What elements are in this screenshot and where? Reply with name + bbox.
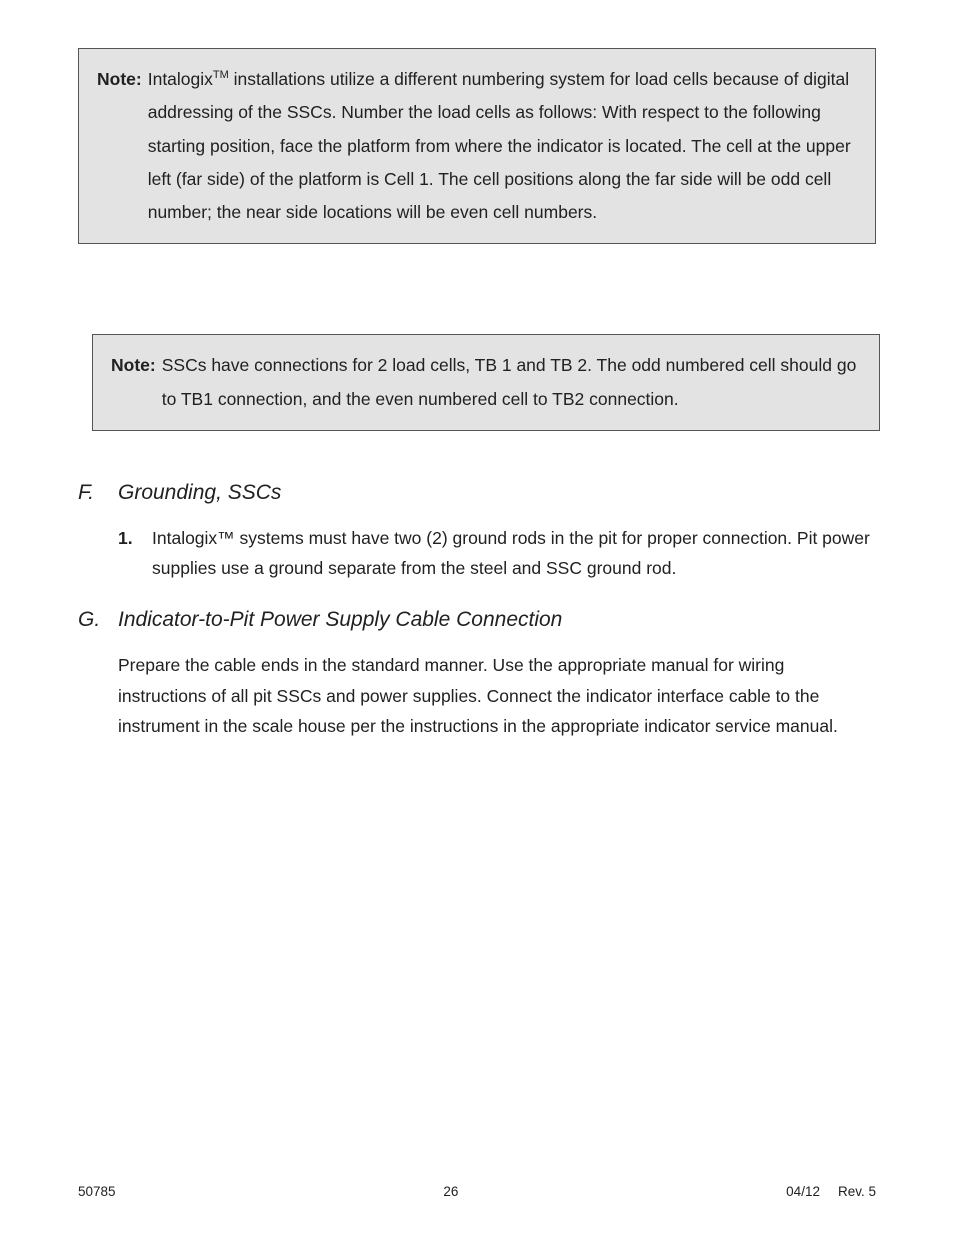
page: Note: IntalogixTM installations utilize … — [0, 0, 954, 1235]
section-heading: G. Indicator-to-Pit Power Supply Cable C… — [78, 608, 876, 632]
note-body: IntalogixTM installations utilize a diff… — [148, 63, 857, 229]
section-g: G. Indicator-to-Pit Power Supply Cable C… — [78, 608, 876, 742]
section-heading: F. Grounding, SSCs — [78, 481, 876, 505]
section-title: Grounding, SSCs — [118, 481, 281, 505]
note-row: Note: SSCs have connections for 2 load c… — [111, 349, 861, 416]
footer-right: 04/12 Rev. 5 — [786, 1184, 876, 1199]
list-text: Intalogix™ systems must have two (2) gro… — [152, 523, 876, 584]
footer-date: 04/12 — [786, 1184, 820, 1199]
note-box-1: Note: IntalogixTM installations utilize … — [78, 48, 876, 244]
page-footer: 50785 26 04/12 Rev. 5 — [78, 1184, 876, 1199]
note-body: SSCs have connections for 2 load cells, … — [162, 349, 861, 416]
footer-page-number: 26 — [443, 1184, 458, 1199]
note1-post: installations utilize a different number… — [148, 69, 851, 222]
footer-revision: Rev. 5 — [838, 1184, 876, 1199]
section-body: Prepare the cable ends in the standard m… — [78, 650, 876, 742]
section-letter: F. — [78, 481, 118, 505]
footer-doc-number: 50785 — [78, 1184, 116, 1199]
trademark-symbol: TM — [213, 69, 229, 81]
section-f: F. Grounding, SSCs 1. Intalogix™ systems… — [78, 481, 876, 584]
note-label: Note: — [111, 349, 156, 382]
note-box-2: Note: SSCs have connections for 2 load c… — [92, 334, 880, 431]
section-title: Indicator-to-Pit Power Supply Cable Conn… — [118, 608, 562, 632]
list-item: 1. Intalogix™ systems must have two (2) … — [78, 523, 876, 584]
section-letter: G. — [78, 608, 118, 632]
note-row: Note: IntalogixTM installations utilize … — [97, 63, 857, 229]
note-label: Note: — [97, 63, 142, 96]
note1-pre: Intalogix — [148, 69, 213, 89]
list-number: 1. — [118, 523, 152, 584]
